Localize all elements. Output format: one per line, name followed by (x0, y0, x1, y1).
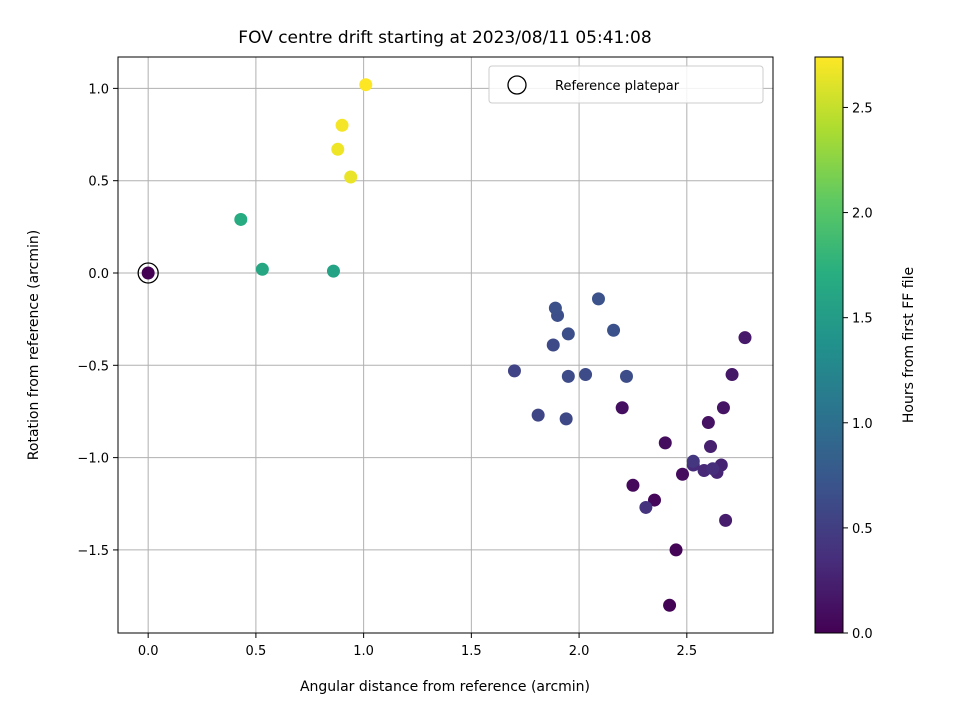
data-point (548, 301, 562, 315)
data-point (663, 598, 677, 612)
data-point (591, 292, 605, 306)
data-point (701, 416, 715, 430)
data-point (335, 118, 349, 132)
colorbar-tick-label: 2.0 (852, 207, 873, 222)
data-point (359, 78, 373, 92)
data-point (579, 368, 593, 382)
x-tick-label: 1.5 (461, 644, 482, 659)
data-point (561, 369, 575, 383)
scatter-points (137, 78, 752, 612)
legend-marker (507, 75, 527, 95)
legend-box (488, 65, 764, 104)
x-tick-label: 0.5 (246, 644, 267, 659)
y-tick-label: 1.0 (88, 82, 109, 97)
data-point (559, 412, 573, 426)
chart-title: FOV centre drift starting at 2023/08/11 … (238, 28, 651, 48)
data-point (704, 440, 718, 454)
data-point (725, 368, 739, 382)
data-point (331, 142, 345, 156)
data-point (626, 478, 640, 492)
colorbar-tick-label: 0.5 (852, 522, 873, 537)
colorbar-tick-label: 0.0 (852, 627, 873, 642)
colorbar-ticks: 0.0 0.5 1.0 1.5 2.0 2.5 (843, 101, 873, 642)
y-tick-label: 0.0 (88, 267, 109, 282)
x-tick-label: 2.5 (676, 644, 697, 659)
data-point (531, 408, 545, 422)
grid-lines (118, 57, 773, 633)
data-point (669, 543, 683, 557)
x-tick-label: 2.0 (569, 644, 590, 659)
data-point (619, 369, 633, 383)
data-point (344, 170, 358, 184)
x-tick-label: 0.0 (138, 644, 159, 659)
y-tick-label: −1.5 (77, 544, 109, 559)
data-point (615, 401, 629, 415)
data-point (561, 327, 575, 341)
y-tick-label: −1.0 (77, 452, 109, 467)
legend: Reference platepar (488, 65, 764, 104)
x-axis-ticks: 0.0 0.5 1.0 1.5 2.0 2.5 (138, 633, 697, 659)
colorbar-tick-label: 2.5 (852, 101, 873, 116)
colorbar-tick-label: 1.5 (852, 312, 873, 327)
data-point (658, 436, 672, 450)
data-point (607, 323, 621, 337)
colorbar-label: Hours from first FF file (901, 267, 917, 423)
data-point (255, 262, 269, 276)
data-point (647, 493, 661, 507)
x-axis-label: Angular distance from reference (arcmin) (300, 679, 590, 695)
legend-label: Reference platepar (555, 79, 680, 94)
data-point (719, 513, 733, 527)
data-point (639, 500, 653, 514)
data-point (507, 364, 521, 378)
y-axis-ticks: 1.0 0.5 0.0 −0.5 −1.0 −1.5 (77, 82, 118, 559)
data-point (546, 338, 560, 352)
data-point (326, 264, 340, 278)
reference-platepar-marker (137, 262, 159, 284)
colorbar-tick-label: 1.0 (852, 417, 873, 432)
data-point (141, 266, 155, 280)
colorbar (814, 56, 844, 634)
data-point (738, 331, 752, 345)
y-tick-label: 0.5 (88, 175, 109, 190)
x-tick-label: 1.0 (353, 644, 374, 659)
data-point (706, 462, 720, 476)
data-point (686, 454, 700, 468)
data-point (676, 467, 690, 481)
y-axis-label: Rotation from reference (arcmin) (26, 230, 42, 460)
data-point (234, 212, 248, 226)
plot-frame (117, 56, 774, 634)
y-tick-label: −0.5 (77, 359, 109, 374)
data-point (716, 401, 730, 415)
